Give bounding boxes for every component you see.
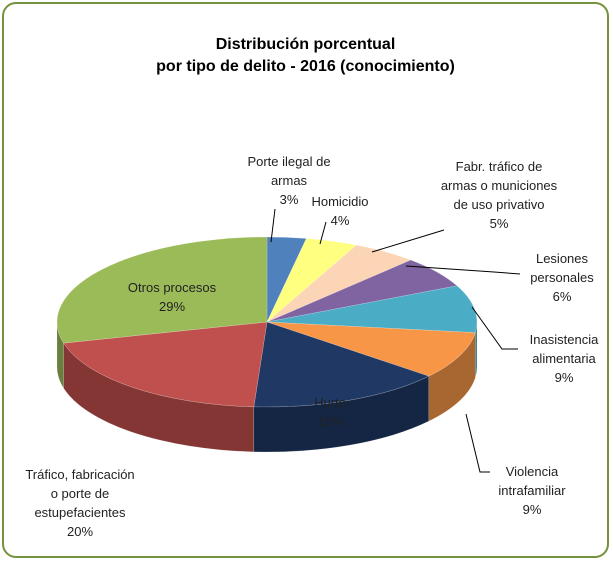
value-label: 3% xyxy=(279,192,299,207)
chart: Distribución porcentual por tipo de deli… xyxy=(2,2,609,558)
slice xyxy=(63,321,268,408)
slice xyxy=(253,321,430,408)
value-label: 9% xyxy=(554,370,574,385)
slice-label: Homicidio 4% xyxy=(295,192,385,230)
leader-line xyxy=(471,306,518,350)
slice-label: Inasistencia alimentaria 9% xyxy=(516,330,607,387)
slice xyxy=(266,238,357,323)
leader-line xyxy=(270,208,276,243)
title-line: por tipo de delito - 2016 (conocimiento) xyxy=(156,58,455,75)
category-label: Hurto xyxy=(314,395,346,410)
leader-line xyxy=(465,413,490,473)
slice xyxy=(266,236,307,323)
leader-line xyxy=(405,265,521,275)
slice-label: Porte ilegal de armas 3% xyxy=(233,152,345,209)
chart-title: Distribución porcentual por tipo de deli… xyxy=(4,34,607,78)
slice-label: Hurto 15% xyxy=(300,393,360,431)
category-label: Inasistencia alimentaria xyxy=(529,332,599,366)
value-label: 9% xyxy=(522,502,542,517)
slice-label: Otros procesos 29% xyxy=(117,278,227,316)
value-label: 4% xyxy=(330,213,350,228)
leader-line xyxy=(371,229,445,253)
plot xyxy=(56,208,521,473)
category-label: Homicidio xyxy=(311,194,369,209)
value-label: 6% xyxy=(552,289,572,304)
category-label: Fabr. tráfico de armas o municiones de u… xyxy=(440,159,558,212)
slice xyxy=(266,285,478,333)
slice xyxy=(266,244,412,323)
slice-label: Violencia intrafamiliar 9% xyxy=(482,462,582,519)
slice xyxy=(56,236,268,344)
title-line: Distribución porcentual xyxy=(215,36,396,53)
slice-label: Fabr. tráfico de armas o municiones de u… xyxy=(440,157,558,233)
value-label: 29% xyxy=(158,299,186,314)
leader-line xyxy=(319,221,327,245)
slice-label: Lesiones personales 6% xyxy=(517,249,607,306)
slice xyxy=(266,259,458,323)
category-label: Lesiones personales xyxy=(530,251,594,285)
slice-label: Tráfico, fabricación o porte de estupefa… xyxy=(24,465,136,541)
value-label: 20% xyxy=(66,524,94,539)
category-label: Violencia intrafamiliar xyxy=(498,464,566,498)
slice xyxy=(266,321,476,377)
category-label: Porte ilegal de armas xyxy=(247,154,331,188)
category-label: Otros procesos xyxy=(127,280,217,295)
value-label: 15% xyxy=(316,414,344,429)
value-label: 5% xyxy=(489,216,509,231)
category-label: Tráfico, fabricación o porte de estupefa… xyxy=(25,467,135,520)
